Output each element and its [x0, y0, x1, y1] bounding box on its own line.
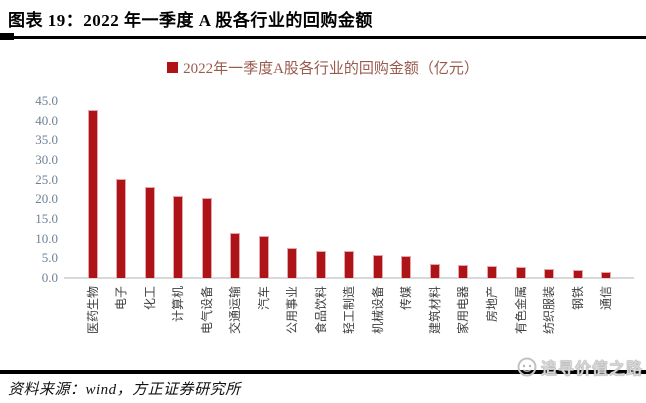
bar-电气设备 — [201, 198, 212, 278]
watermark-text: 追寻价值之路 — [540, 361, 643, 378]
bar-轻工制造 — [344, 251, 355, 278]
bar-房地产 — [486, 266, 497, 278]
bar-有色金属 — [515, 266, 526, 278]
y-axis-tick-label: 20.0 — [35, 191, 58, 207]
x-axis-label: 家用电器 — [456, 286, 471, 335]
bar-传媒 — [401, 255, 412, 278]
footer-rule — [0, 370, 646, 374]
y-axis-tick-label: 10.0 — [35, 230, 58, 246]
bar-交通运输 — [230, 232, 241, 278]
bar-公用事业 — [287, 247, 298, 278]
bar-医药生物 — [87, 110, 98, 278]
legend-marker-icon — [167, 61, 179, 73]
y-axis-tick-label: 45.0 — [35, 93, 58, 108]
y-axis-tick-label: 5.0 — [41, 250, 58, 266]
figure-title: 图表 19：2022 年一季度 A 股各行业的回购金额 — [8, 11, 373, 30]
y-axis-tick-label: 15.0 — [35, 211, 58, 226]
y-axis-tick-label: 40.0 — [35, 112, 58, 128]
x-axis-label: 机械设备 — [370, 286, 385, 335]
bar-电子 — [116, 179, 127, 278]
x-axis-label: 化工 — [142, 286, 157, 311]
bar-化工 — [144, 187, 155, 278]
x-axis-label: 建筑材料 — [427, 286, 442, 335]
x-axis-label: 电气设备 — [199, 286, 214, 335]
x-axis-label: 汽车 — [256, 286, 271, 311]
watermark: 追寻价值之路 — [516, 355, 643, 379]
bar-家用电器 — [458, 265, 469, 278]
x-axis-label: 电子 — [114, 286, 129, 311]
bar-通信 — [601, 271, 612, 278]
x-axis-label: 计算机 — [171, 286, 186, 323]
bar-汽车 — [258, 235, 269, 278]
y-axis-tick-label: 30.0 — [35, 152, 58, 167]
watermark-face-icon — [517, 357, 537, 377]
x-axis-label: 交通运输 — [228, 286, 243, 335]
x-axis-label: 房地产 — [484, 286, 499, 323]
x-axis-label: 食品饮料 — [313, 286, 328, 335]
bar-建筑材料 — [429, 263, 440, 278]
y-axis-tick-label: 0.0 — [41, 270, 58, 285]
bar-食品饮料 — [315, 250, 326, 278]
x-axis-label: 医药生物 — [85, 286, 100, 335]
source-note: 资料来源：wind，方正证券研究所 — [8, 382, 241, 398]
title-rule — [0, 36, 646, 39]
y-axis-tick-label: 25.0 — [35, 171, 58, 187]
x-axis-label: 公用事业 — [285, 286, 300, 335]
bar-纺织服装 — [544, 269, 555, 278]
bar-钢铁 — [572, 270, 583, 278]
bar-机械设备 — [372, 255, 383, 278]
legend-label: 2022年一季度A股各行业的回购金额（亿元） — [183, 60, 479, 77]
bar-计算机 — [173, 195, 184, 278]
y-axis-tick-label: 35.0 — [35, 132, 58, 148]
chart-legend: 2022年一季度A股各行业的回购金额（亿元） — [0, 57, 646, 77]
x-axis-label: 传媒 — [399, 286, 414, 311]
x-axis-label: 轻工制造 — [342, 286, 357, 335]
x-axis-line — [64, 277, 634, 279]
